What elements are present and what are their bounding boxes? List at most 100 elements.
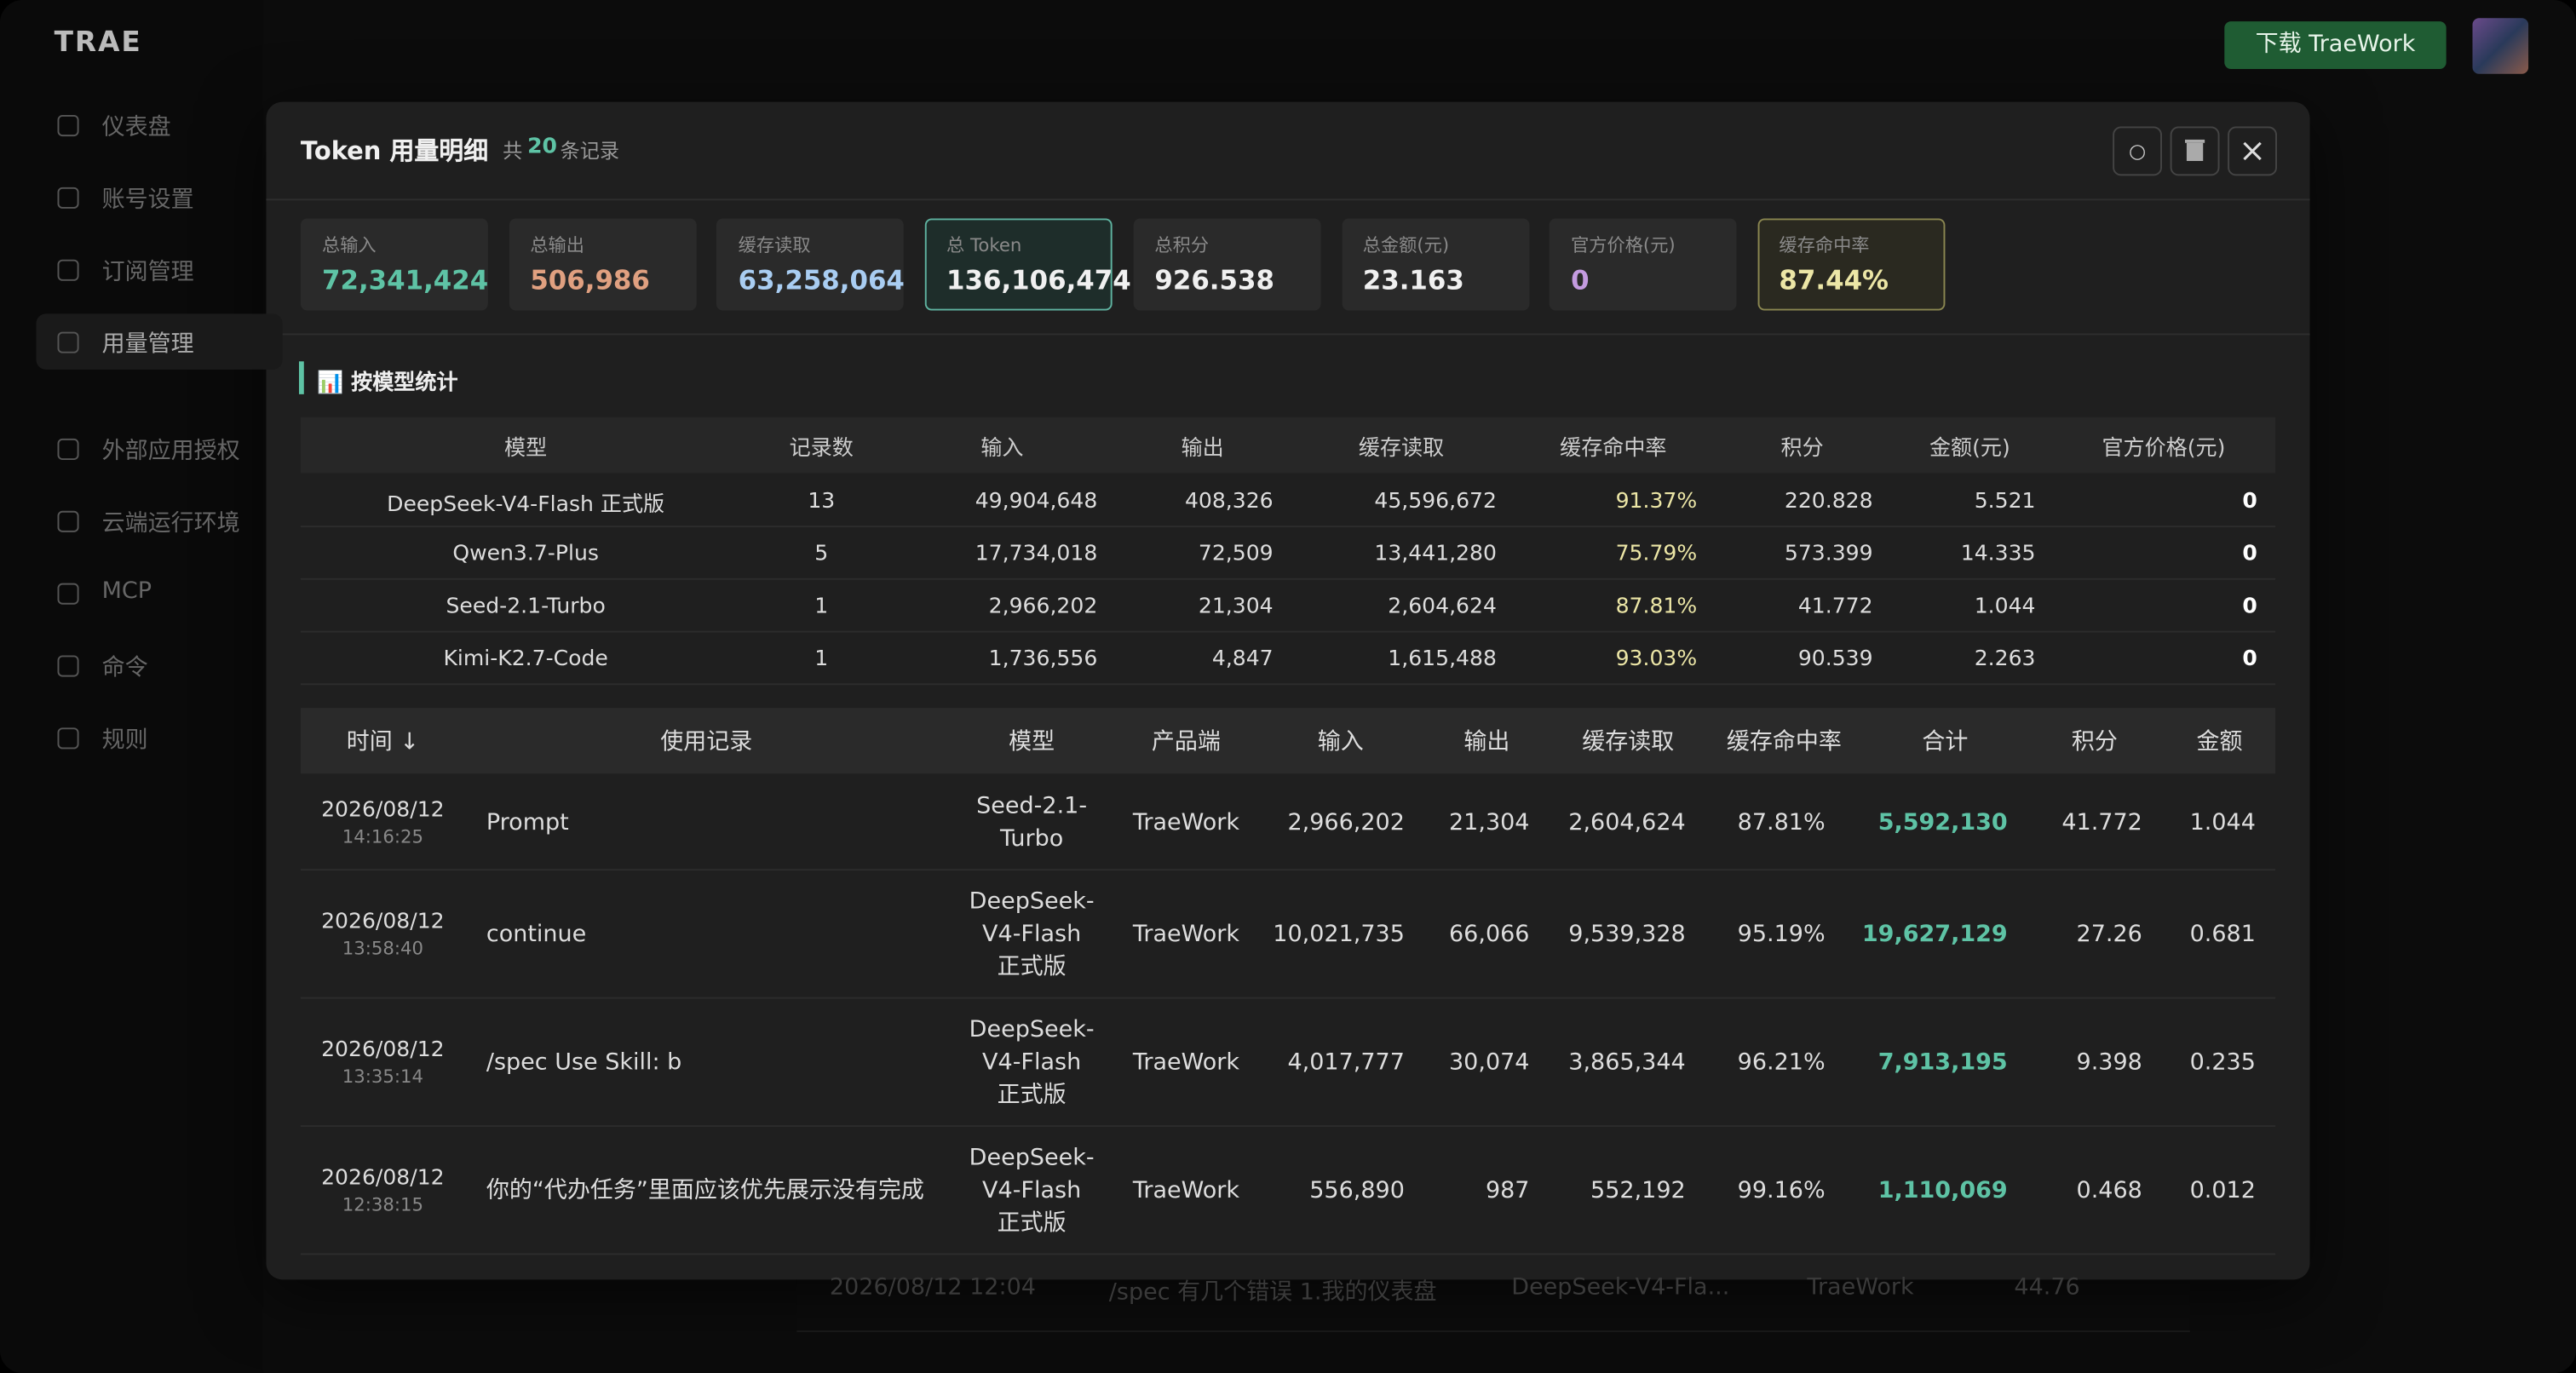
- stat-label: 总积分: [1154, 234, 1210, 256]
- table-cell: 17,734,018: [975, 541, 1098, 566]
- table-cell: Kimi-K2.7-Code: [443, 646, 608, 671]
- table-cell: 9,539,328: [1568, 921, 1686, 948]
- row-divider: [300, 997, 2276, 999]
- close-button[interactable]: [2228, 126, 2277, 176]
- table-header: 输出: [1463, 729, 1510, 756]
- table-header: 模型: [504, 436, 548, 461]
- record-time: 13:35:14: [342, 1066, 423, 1088]
- table-cell: 1: [814, 646, 829, 671]
- background-text: DeepSeek-V4-Fla...: [1511, 1274, 1730, 1301]
- stat-label: 总输入: [321, 234, 377, 256]
- table-cell: 45,596,672: [1374, 488, 1497, 514]
- nav-item[interactable]: 订阅管理: [101, 259, 194, 286]
- table-cell: 0.468: [2076, 1177, 2142, 1204]
- table-header: 缓存读取: [1358, 436, 1445, 461]
- nav-item[interactable]: 外部应用授权: [101, 438, 240, 465]
- divider: [266, 333, 2310, 336]
- nav-item[interactable]: 命令: [101, 655, 148, 682]
- stat-value: 72,341,424: [321, 264, 489, 296]
- nav-item[interactable]: MCP: [101, 577, 152, 605]
- table-cell: Prompt: [486, 809, 569, 836]
- table-cell: 1,615,488: [1388, 646, 1497, 671]
- table-header: 金额(元): [1929, 436, 2010, 461]
- refresh-button[interactable]: ○: [2113, 126, 2162, 176]
- table-cell: 13: [808, 488, 836, 514]
- table-cell: 1,110,069: [1877, 1177, 2008, 1204]
- table-header: 金额: [2196, 729, 2243, 756]
- nav-icon: [57, 438, 79, 460]
- table-cell: 49,904,648: [975, 488, 1098, 514]
- table-cell: TraeWork: [1132, 1049, 1240, 1077]
- stat-value: 0: [1571, 264, 1590, 296]
- table-cell: 19,627,129: [1861, 921, 2008, 948]
- stat-card: 总积分 926.538: [1133, 218, 1321, 311]
- row-divider: [300, 1253, 2276, 1255]
- table-cell: 你的“代办任务”里面应该优先展示没有完成: [486, 1177, 924, 1204]
- nav-item[interactable]: 账号设置: [101, 187, 194, 214]
- logo: TRAE: [54, 26, 142, 60]
- table-cell: 30,074: [1448, 1049, 1530, 1077]
- row-divider: [300, 630, 2276, 633]
- stat-label: 总金额(元): [1362, 234, 1450, 256]
- nav-item[interactable]: 云端运行环境: [101, 510, 240, 537]
- row-divider: [300, 683, 2276, 686]
- stat-value: 136,106,474: [946, 264, 1131, 296]
- sidebar: [0, 0, 263, 1373]
- row-divider: [300, 1125, 2276, 1127]
- table-cell: 41.772: [1797, 594, 1873, 619]
- nav-active: [36, 313, 283, 370]
- table-cell: 9.398: [2076, 1049, 2142, 1077]
- table-cell: 10,021,735: [1273, 921, 1405, 948]
- table-cell: DeepSeek-V4-Flash 正式版: [969, 888, 1095, 981]
- nav-icon: [57, 331, 79, 353]
- table-cell: TraeWork: [1132, 809, 1240, 836]
- stat-value: 63,258,064: [738, 264, 905, 296]
- table-cell: 93.03%: [1615, 646, 1698, 671]
- table-cell: 21,304: [1198, 594, 1274, 619]
- table-cell: 2.263: [1974, 646, 2036, 671]
- stat-label: 官方价格(元): [1571, 234, 1676, 256]
- table-cell: DeepSeek-V4-Flash 正式版: [969, 1145, 1095, 1238]
- nav-item[interactable]: 规则: [101, 727, 148, 755]
- table-cell: 5,592,130: [1877, 809, 2008, 836]
- table-cell: 0.012: [2189, 1177, 2256, 1204]
- row-divider: [300, 869, 2276, 871]
- stat-card: 总 Token 136,106,474: [924, 218, 1131, 311]
- table-cell: 2,966,202: [1287, 809, 1405, 836]
- nav-icon: [57, 187, 79, 209]
- background-text: 44.76: [2014, 1274, 2080, 1301]
- table-cell: TraeWork: [1132, 921, 1240, 948]
- section-title: 📊 按模型统计: [317, 371, 458, 396]
- table-cell: Qwen3.7-Plus: [452, 541, 599, 566]
- table-header: 缓存命中率: [1560, 436, 1667, 461]
- table-header: 使用记录: [660, 729, 753, 756]
- table-cell: 21,304: [1448, 809, 1530, 836]
- background-text: /spec 有几个错误 1.我的仪表盘: [1108, 1279, 1437, 1307]
- table-cell: 556,890: [1309, 1177, 1405, 1204]
- table-cell: 87.81%: [1737, 809, 1826, 836]
- count-prefix: 共: [503, 139, 523, 163]
- table-cell: 4,847: [1211, 646, 1274, 671]
- table-cell: /spec Use Skill: b: [486, 1049, 682, 1077]
- nav-item[interactable]: 仪表盘: [101, 114, 171, 141]
- delete-button[interactable]: [2170, 126, 2220, 176]
- stat-label: 总 Token: [946, 234, 1022, 256]
- stat-label: 缓存命中率: [1779, 234, 1870, 256]
- divider: [266, 198, 2310, 201]
- table-header: 模型: [1009, 729, 1055, 756]
- table-cell: 552,192: [1590, 1177, 1686, 1204]
- stat-value: 23.163: [1362, 264, 1464, 296]
- download-button[interactable]: 下载 TraeWork: [2224, 21, 2447, 69]
- table-cell: 2,604,624: [1388, 594, 1497, 619]
- table-header: 积分: [2071, 729, 2118, 756]
- table-header: 输出: [1181, 436, 1224, 461]
- row-divider: [300, 526, 2276, 528]
- nav-item[interactable]: 用量管理: [101, 331, 194, 359]
- table-cell: TraeWork: [1132, 1177, 1240, 1204]
- table-cell: 0: [2242, 488, 2257, 514]
- stat-label: 缓存读取: [738, 234, 811, 256]
- table-cell: 0: [2242, 541, 2257, 566]
- nav-icon: [57, 583, 79, 605]
- table-cell: 1.044: [2189, 809, 2256, 836]
